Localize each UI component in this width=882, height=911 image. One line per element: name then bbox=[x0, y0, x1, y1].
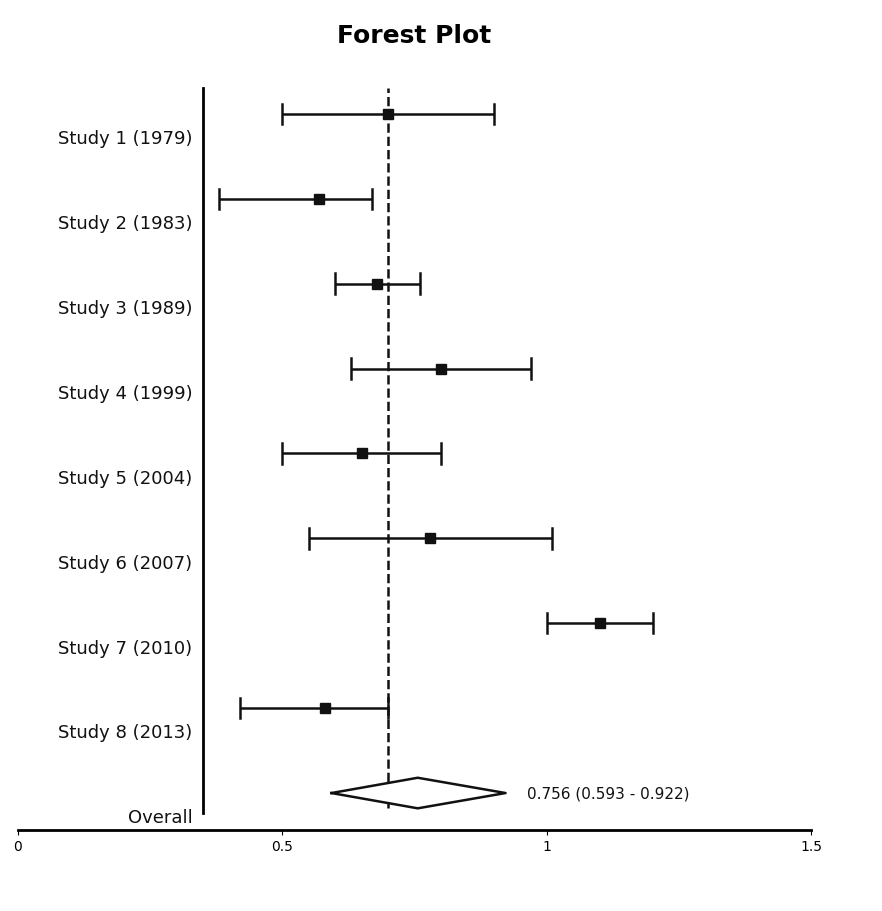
Text: Study 2 (1983): Study 2 (1983) bbox=[58, 215, 192, 232]
Title: Forest Plot: Forest Plot bbox=[338, 24, 491, 48]
Text: Study 5 (2004): Study 5 (2004) bbox=[58, 469, 192, 487]
Text: Study 7 (2010): Study 7 (2010) bbox=[58, 639, 192, 657]
Polygon shape bbox=[332, 778, 505, 808]
Text: Study 6 (2007): Study 6 (2007) bbox=[58, 554, 192, 572]
Text: Study 3 (1989): Study 3 (1989) bbox=[58, 300, 192, 318]
Text: Study 1 (1979): Study 1 (1979) bbox=[58, 130, 192, 148]
Text: 0.756 (0.593 - 0.922): 0.756 (0.593 - 0.922) bbox=[527, 785, 689, 801]
Text: Study 4 (1999): Study 4 (1999) bbox=[57, 384, 192, 403]
Text: Study 8 (2013): Study 8 (2013) bbox=[58, 723, 192, 742]
Text: Overall: Overall bbox=[128, 808, 192, 826]
